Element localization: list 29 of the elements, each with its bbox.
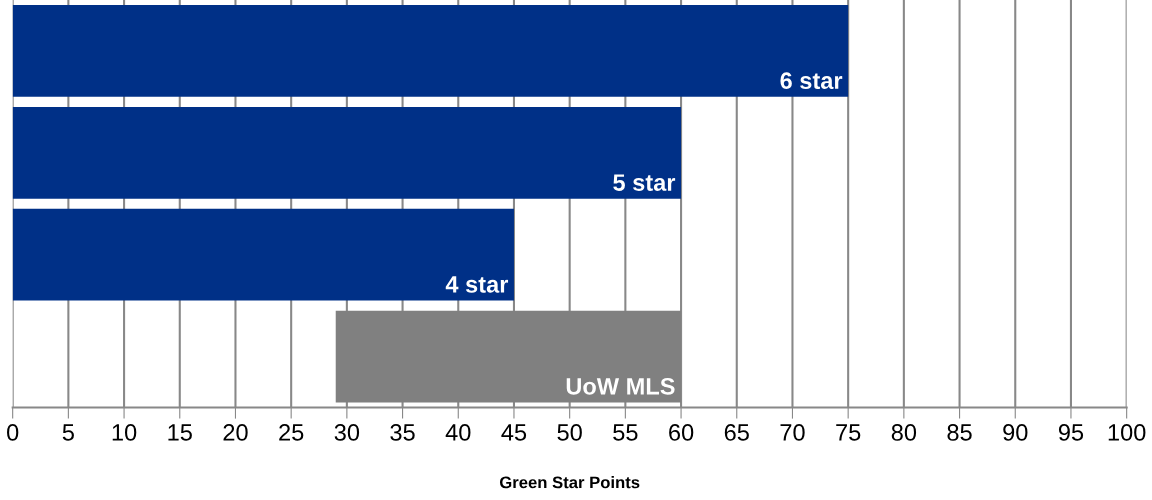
x-tick-label: 95 bbox=[1058, 424, 1084, 441]
x-tick-label: 75 bbox=[836, 424, 861, 441]
x-tick-label: 20 bbox=[223, 424, 248, 441]
x-tick-label: 70 bbox=[780, 424, 805, 441]
bar bbox=[12, 106, 682, 199]
x-tick-label: 85 bbox=[947, 424, 972, 441]
x-tick-label: 50 bbox=[557, 424, 582, 441]
x-tick-label: 0 bbox=[7, 424, 19, 441]
x-tick-label: 35 bbox=[390, 424, 415, 441]
y-tick-label: 6 star bbox=[780, 72, 843, 90]
x-tick-label: 60 bbox=[669, 424, 694, 441]
x-tick-label: 30 bbox=[334, 424, 360, 441]
x-tick-label: 45 bbox=[501, 424, 527, 441]
x-tick-label: 25 bbox=[279, 424, 304, 441]
y-tick-label: 5 star bbox=[613, 174, 676, 191]
x-tick-label: 55 bbox=[613, 424, 638, 441]
x-tick-label: 10 bbox=[112, 424, 137, 441]
y-tick-label: UoW MLS bbox=[566, 377, 675, 395]
x-tick-label: 80 bbox=[891, 424, 917, 441]
bar bbox=[12, 208, 514, 301]
y-tick-label: 4 star bbox=[445, 276, 509, 293]
x-tick-label: 90 bbox=[1003, 424, 1028, 441]
x-axis-title: Green Star Points bbox=[499, 476, 640, 489]
x-tick-label: 5 bbox=[62, 424, 74, 441]
bar bbox=[12, 5, 849, 97]
x-tick-label: 65 bbox=[724, 424, 749, 441]
x-tick-label: 15 bbox=[168, 424, 192, 441]
x-tick-label: 100 bbox=[1108, 424, 1146, 441]
x-tick-label: 40 bbox=[445, 424, 471, 441]
